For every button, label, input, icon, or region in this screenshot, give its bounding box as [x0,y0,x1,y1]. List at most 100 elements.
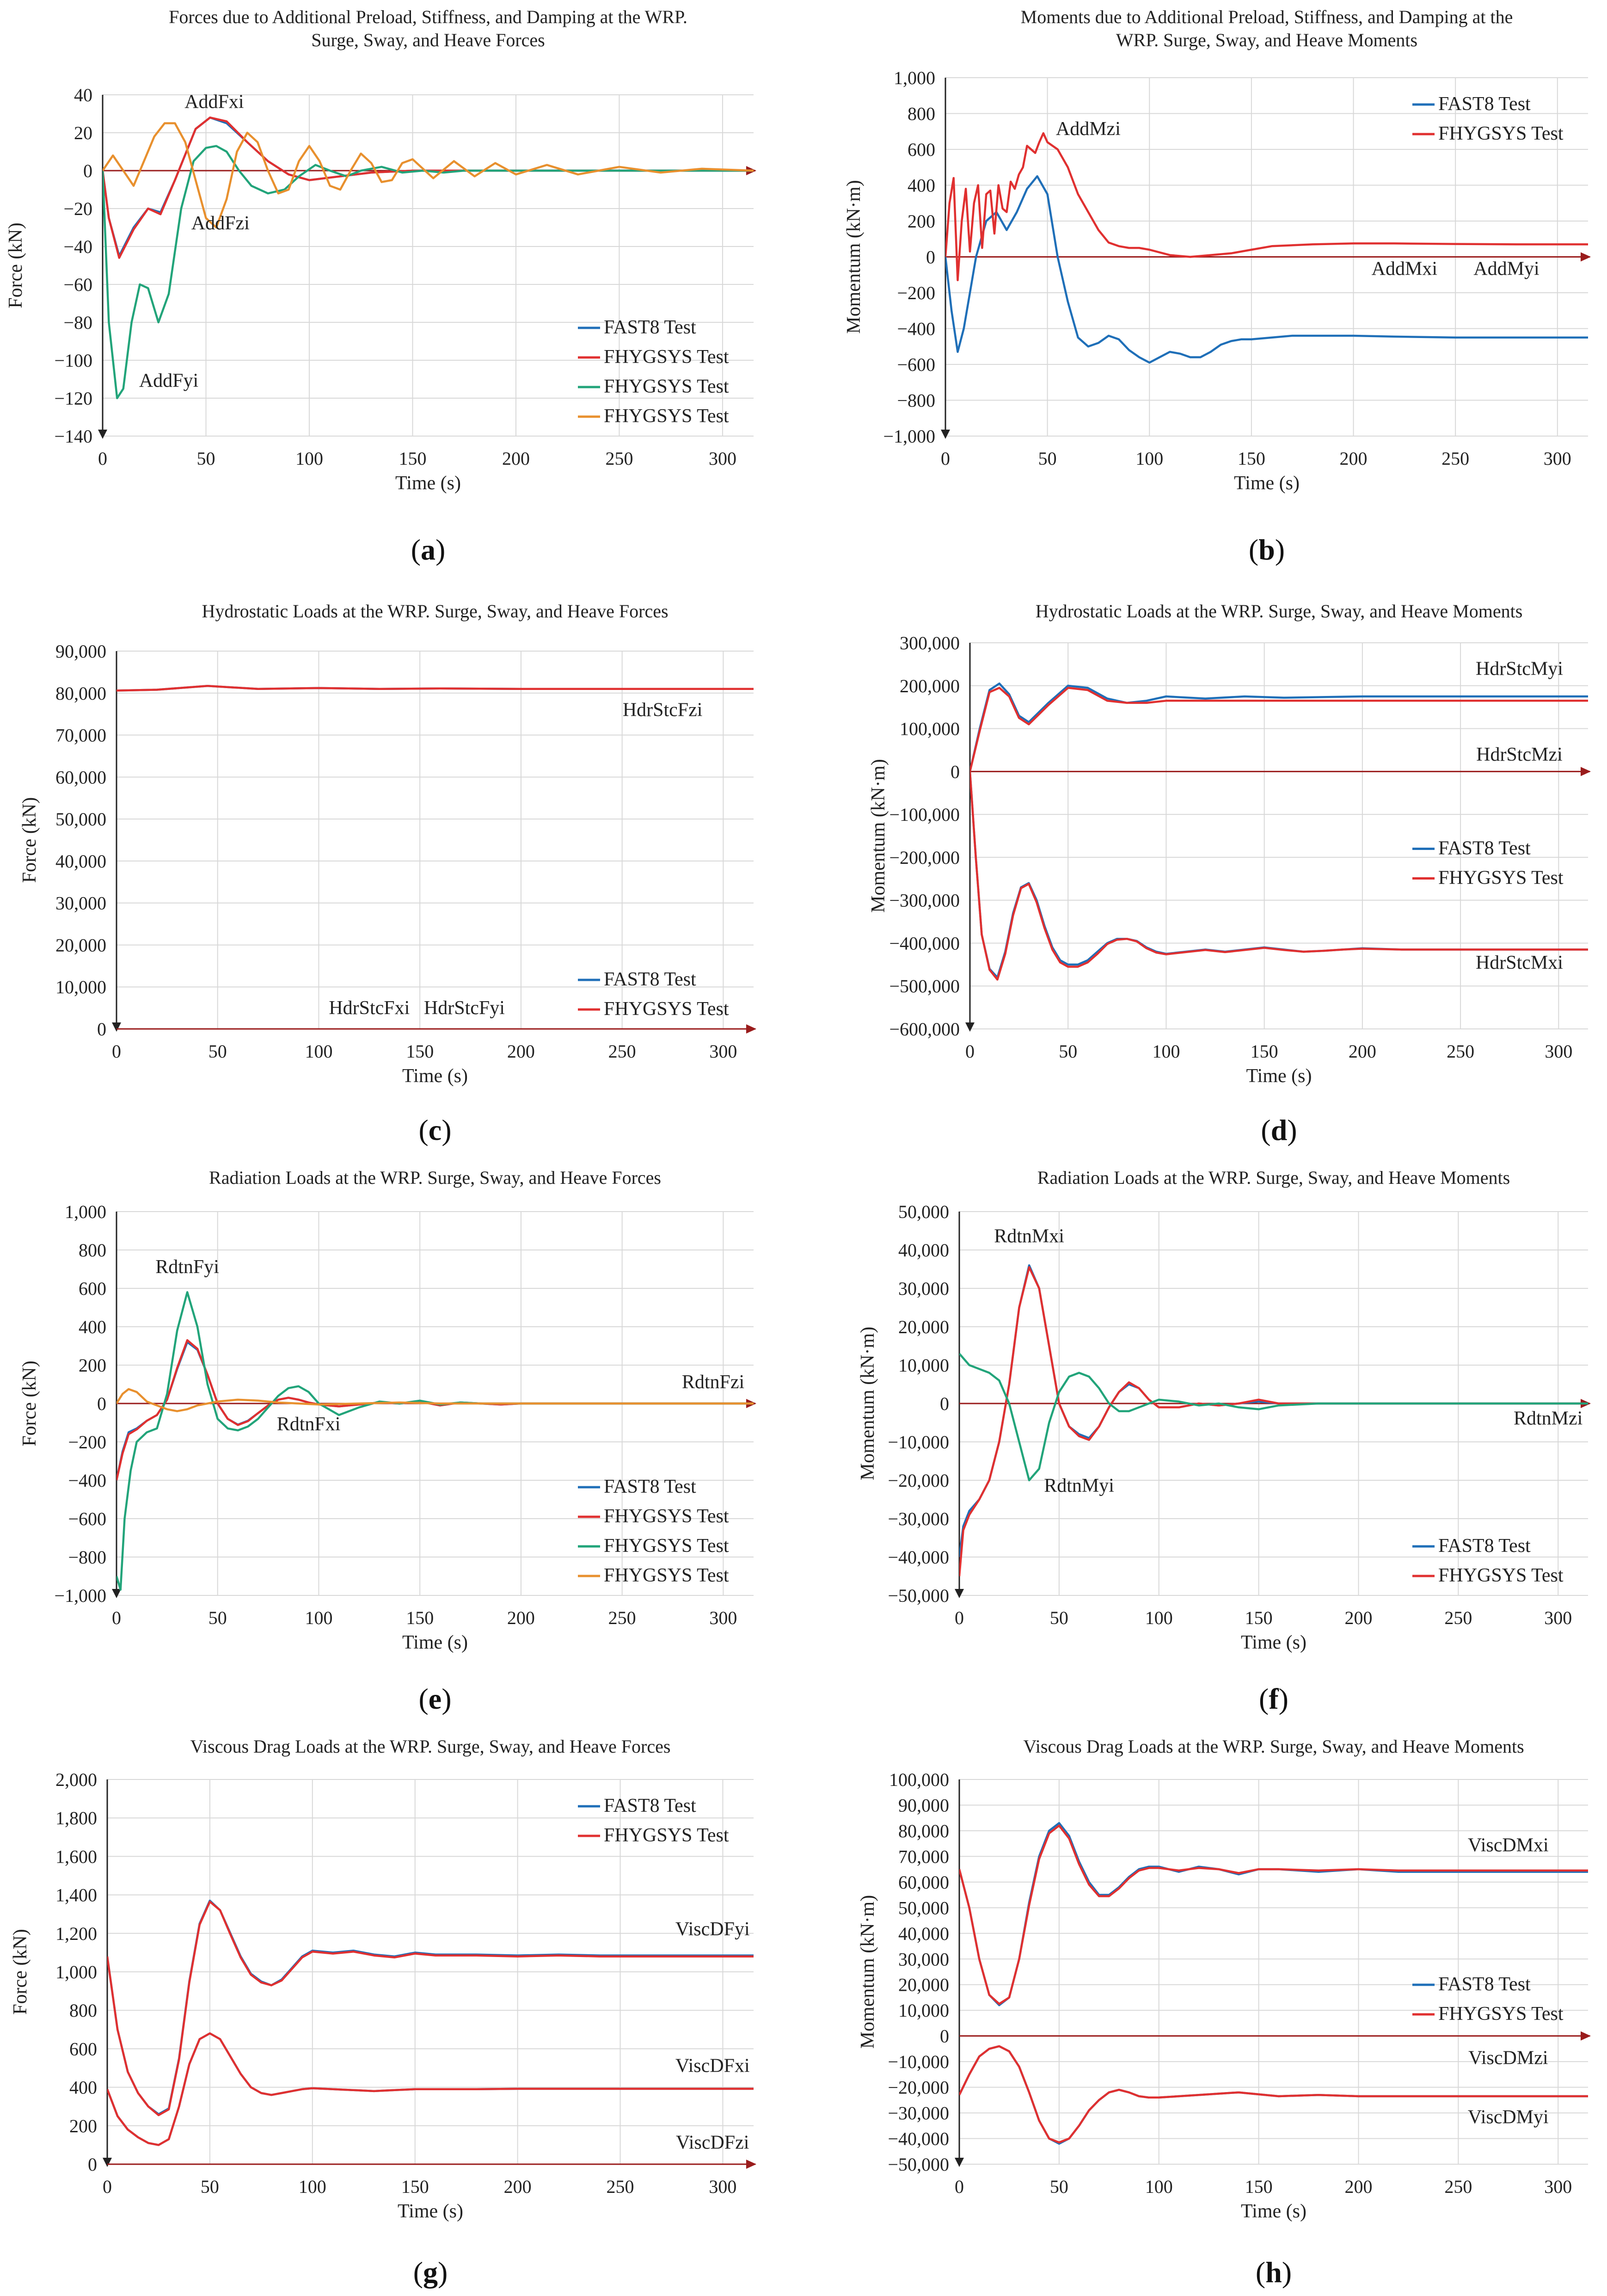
series-annotation: RdtnFyi [155,1256,219,1278]
chart-panel-h: Viscous Drag Loads at the WRP. Surge, Sw… [857,1736,1591,2289]
legend-label: FHYGSYS Test [604,376,729,397]
y-tick-label: 1,000 [894,68,935,88]
series-line-3 [959,1353,1588,1482]
legend-label: FHYGSYS Test [1438,2003,1564,2025]
y-tick-label: 200,000 [900,676,960,696]
y-tick-label: −10,000 [888,1432,949,1453]
series-annotation: RdtnMyi [1044,1475,1114,1496]
x-tick-label: 50 [196,448,215,469]
y-tick-label: 40,000 [898,1240,949,1261]
y-tick-label: 40,000 [55,851,106,872]
y-tick-label: 60,000 [898,1872,949,1893]
y-tick-label: 30,000 [898,1278,949,1299]
y-tick-label: 600 [908,139,935,160]
x-tick-label: 250 [1444,1607,1472,1628]
y-tick-label: 10,000 [55,977,106,997]
chart-panel-f: Radiation Loads at the WRP. Surge, Sway,… [857,1167,1591,1715]
legend-label: FHYGSYS Test [604,1535,729,1557]
legend-label: FHYGSYS Test [604,998,729,1020]
y-tick-label: 40,000 [898,1923,949,1944]
series-line-2 [107,1900,754,2117]
y-axis-arrow [965,1022,975,1032]
y-axis-label: Force (kN) [19,797,40,883]
legend-label: FHYGSYS Test [604,346,729,368]
legend-label: FHYGSYS Test [604,1565,729,1586]
series-line-2 [117,1339,754,1481]
y-tick-label: 40 [74,85,92,105]
y-tick-label: 50,000 [55,809,106,830]
x-axis-arrow [746,2160,756,2169]
series-annotation: AddFxi [184,92,244,113]
legend: FAST8 Test FHYGSYS Test [1412,1974,1564,2025]
chart-title: Hydrostatic Loads at the WRP. Surge, Swa… [202,601,668,622]
series-annotation: HdrStcFxi [329,997,410,1019]
y-tick-label: 800 [79,1240,106,1261]
series-line-4 [959,2045,1588,2144]
y-tick-label: −20 [63,198,92,219]
chart-title: WRP. Surge, Sway, and Heave Moments [1116,30,1417,50]
chart-title: Viscous Drag Loads at the WRP. Surge, Sw… [190,1736,671,1757]
series-line-4 [117,1388,754,1412]
y-tick-label: 1,600 [55,1846,97,1867]
panel-caption: (b) [1249,533,1285,566]
y-axis-arrow [955,2158,964,2167]
series-group [970,682,1588,981]
legend-label: FAST8 Test [1438,838,1531,859]
x-tick-label: 250 [1441,448,1469,469]
legend: FAST8 Test FHYGSYS Test [1412,1535,1564,1586]
y-tick-label: −400 [897,319,935,339]
legend-label: FAST8 Test [604,317,696,338]
series-line-1 [117,1341,754,1481]
y-axis-arrow [112,1589,121,1598]
x-tick-label: 300 [1544,2176,1572,2197]
y-tick-label: 70,000 [898,1846,949,1867]
series-annotation: HdrStcFzi [623,700,703,721]
x-tick-label: 250 [1447,1041,1474,1062]
x-tick-label: 250 [608,1607,636,1628]
x-tick-label: 300 [709,1607,737,1628]
y-tick-label: 1,000 [55,1962,97,1982]
y-axis-arrow [941,430,950,439]
series-group [107,1899,754,2146]
legend-label: FAST8 Test [1438,93,1531,115]
y-tick-label: −600 [897,354,935,375]
y-axis-arrow [112,1022,121,1032]
x-tick-label: 200 [507,1607,535,1628]
x-tick-label: 200 [1344,1607,1372,1628]
x-tick-label: 200 [507,1041,535,1062]
y-tick-label: −80 [63,312,92,333]
y-axis-arrow [955,1589,964,1598]
x-axis-label: Time (s) [402,1632,468,1653]
legend-label: FAST8 Test [1438,1974,1531,1995]
x-axis-arrow [746,1024,756,1034]
y-tick-label: 100,000 [889,1769,949,1790]
y-axis-label: Momentum (kN·m) [857,1895,878,2049]
x-tick-label: 50 [209,1041,227,1062]
y-tick-label: 600 [69,2038,97,2059]
y-tick-label: 0 [951,761,960,782]
x-tick-label: 100 [305,1041,332,1062]
series-annotation: RdtnFzi [682,1372,744,1393]
x-tick-label: 0 [98,448,107,469]
legend-label: FAST8 Test [1438,1535,1531,1557]
y-tick-label: −200 [68,1432,106,1453]
panel-caption: (e) [418,1682,451,1715]
x-axis-label: Time (s) [1246,1065,1312,1087]
x-tick-label: 0 [965,1041,975,1062]
y-tick-label: 0 [97,1019,106,1040]
series-line-2 [945,132,1588,282]
x-tick-label: 100 [305,1607,332,1628]
y-tick-label: 100,000 [900,719,960,739]
series-line-2 [970,687,1588,772]
legend: FAST8 Test FHYGSYS Test [1412,93,1564,144]
x-tick-label: 100 [1135,448,1163,469]
y-tick-label: −200,000 [889,847,960,868]
chart-panel-e: Radiation Loads at the WRP. Surge, Sway,… [19,1167,756,1715]
x-tick-label: 0 [955,1607,964,1628]
series-line-2 [959,1266,1588,1576]
y-tick-label: −500,000 [889,976,960,997]
y-tick-label: 1,400 [55,1885,97,1906]
series-annotation: ViscDMxi [1468,1834,1549,1856]
y-tick-label: 10,000 [898,2000,949,2021]
